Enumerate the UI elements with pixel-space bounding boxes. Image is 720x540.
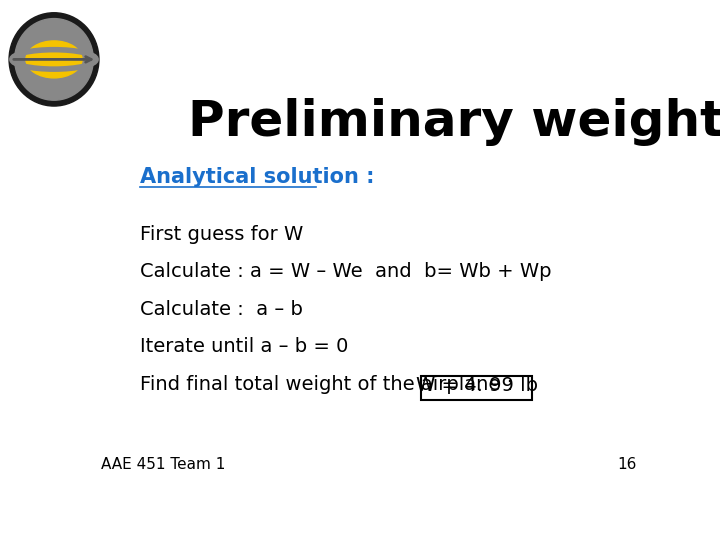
- Text: Find final total weight of the airplane :: Find final total weight of the airplane …: [140, 375, 513, 394]
- Circle shape: [14, 18, 94, 100]
- Text: AAE 451 Team 1: AAE 451 Team 1: [101, 457, 225, 472]
- Circle shape: [9, 13, 99, 106]
- Text: Calculate :  a – b: Calculate : a – b: [140, 300, 303, 319]
- Text: Analytical solution :: Analytical solution :: [140, 167, 374, 187]
- Text: W = 4. 99 lb: W = 4. 99 lb: [415, 376, 538, 395]
- Ellipse shape: [26, 41, 82, 78]
- Text: Iterate until a – b = 0: Iterate until a – b = 0: [140, 337, 348, 356]
- Text: 16: 16: [618, 457, 637, 472]
- FancyBboxPatch shape: [421, 376, 532, 400]
- Text: Preliminary weight estimate: Preliminary weight estimate: [188, 98, 720, 146]
- Text: First guess for W: First guess for W: [140, 225, 303, 244]
- Text: Calculate : a = W – We  and  b= Wb + Wp: Calculate : a = W – We and b= Wb + Wp: [140, 262, 552, 281]
